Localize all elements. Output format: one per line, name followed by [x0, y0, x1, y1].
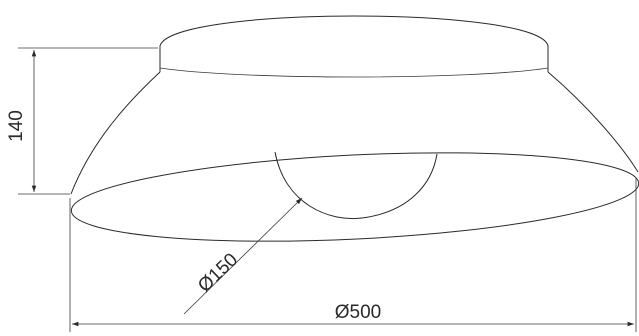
bulb-outline	[275, 152, 437, 219]
bulb-diameter-dimension: Ø150	[184, 198, 302, 314]
dome-shade	[71, 72, 638, 194]
bulb-diameter-label: Ø150	[194, 249, 242, 296]
overall-diameter-dimension: Ø500	[70, 178, 636, 332]
overall-diameter-label: Ø500	[335, 302, 381, 323]
height-dimension: 140	[6, 48, 158, 194]
height-label: 140	[6, 110, 27, 142]
mounting-base	[160, 16, 548, 77]
shade-rim	[69, 141, 639, 253]
